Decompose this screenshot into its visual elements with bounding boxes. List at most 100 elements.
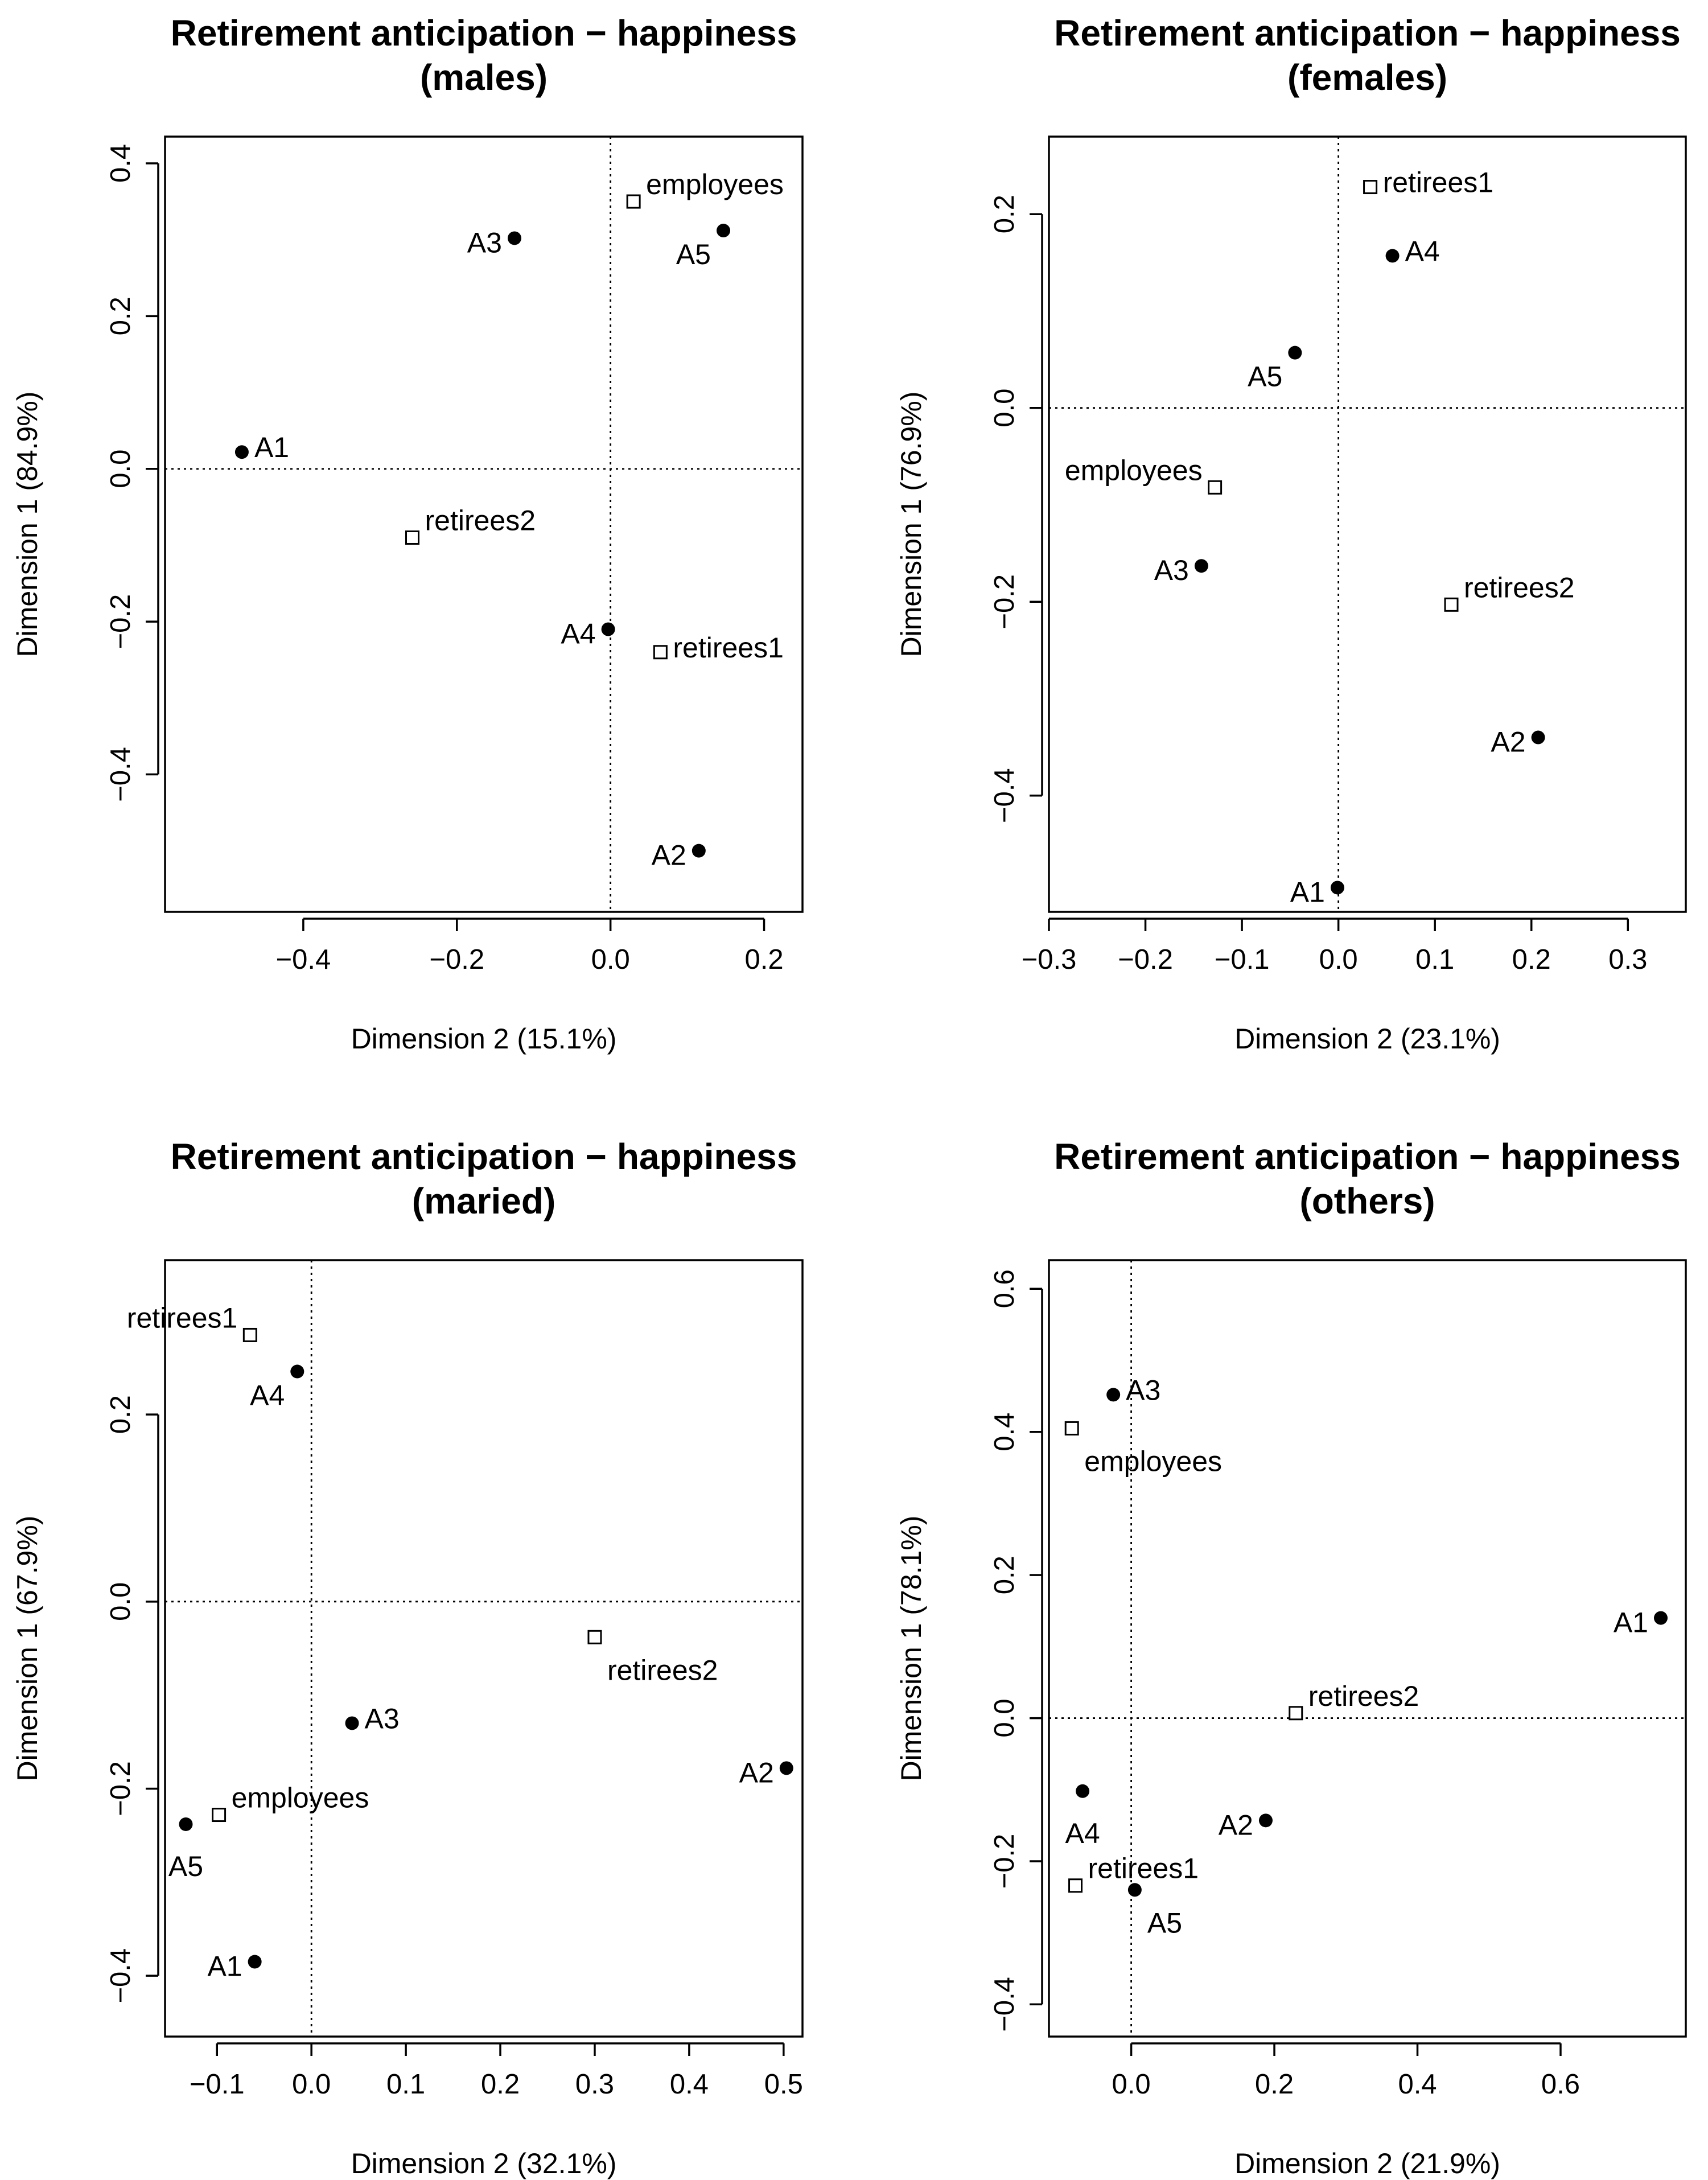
y-axis-label: Dimension 1 (78.1%) [895,1516,927,1782]
y-tick-label: −0.4 [989,1977,1020,2032]
point-a4 [1385,249,1400,263]
y-tick-label: −0.2 [105,594,136,649]
y-tick-label: −0.2 [105,1761,136,1816]
y-tick-label: 0.4 [105,144,136,183]
x-tick-label: −0.2 [429,944,484,975]
point-employees [1064,1421,1079,1435]
y-axis-label: Dimension 1 (76.9%) [895,392,927,657]
x-tick-label: 0.0 [1112,2069,1151,2100]
point-label-employees: employees [646,168,784,200]
x-tick-label: 0.0 [591,944,630,975]
x-axis-label: Dimension 2 (15.1%) [351,1023,617,1055]
point-a4 [601,622,615,636]
y-axis-label: Dimension 1 (84.9%) [11,392,43,657]
point-label-a1: A1 [254,431,289,463]
x-tick-label: 0.3 [575,2069,614,2100]
point-retirees1 [653,645,668,660]
point-label-a2: A2 [739,1757,774,1788]
y-tick-label: −0.4 [105,747,136,802]
point-a4 [1076,1784,1090,1798]
point-label-a1: A1 [207,1951,242,1982]
point-employees [626,194,641,209]
x-tick-label: 0.2 [744,944,783,975]
point-retirees2 [587,1630,602,1644]
x-axis-label: Dimension 2 (23.1%) [1234,1023,1500,1055]
y-tick-label: −0.2 [989,1834,1020,1889]
chart-subtitle: (others) [1299,1181,1435,1221]
chart-title: Retirement anticipation − happiness [1054,1136,1681,1177]
chart-panel-3: Retirement anticipation − happiness(mari… [11,1136,804,2179]
x-tick-label: −0.4 [276,944,331,975]
y-tick-label: 0.0 [989,389,1020,427]
chart-subtitle: (maried) [412,1181,556,1221]
x-tick-label: 0.0 [1319,944,1358,975]
point-label-retirees1: retirees1 [673,632,784,664]
point-label-a3: A3 [1154,554,1189,586]
point-label-retirees2: retirees2 [607,1654,718,1686]
x-tick-label: 0.4 [670,2069,709,2100]
x-tick-label: 0.1 [1415,944,1454,975]
point-retirees2 [405,530,420,545]
x-tick-label: 0.2 [1512,944,1551,975]
y-axis-label: Dimension 1 (67.9%) [11,1516,43,1782]
point-label-employees: employees [232,1782,369,1814]
chart-panel-4: Retirement anticipation − happiness(othe… [895,1136,1687,2179]
point-employees [1208,480,1223,495]
point-a1 [248,1955,262,1969]
point-a2 [779,1761,793,1775]
point-label-a1: A1 [1614,1607,1648,1639]
plot-frame [1048,135,1687,913]
point-a2 [692,844,706,858]
point-a3 [1106,1388,1121,1402]
x-tick-label: 0.2 [481,2069,520,2100]
point-a5 [1288,345,1302,360]
point-label-a4: A4 [250,1380,285,1412]
point-label-retirees2: retirees2 [1308,1680,1419,1712]
point-a3 [1194,559,1208,573]
y-tick-label: −0.4 [105,1948,136,2004]
point-a1 [1330,881,1344,895]
plot-frame [1048,1259,1687,2038]
y-tick-label: 0.2 [105,1395,136,1434]
y-tick-label: −0.2 [989,574,1020,630]
point-label-retirees2: retirees2 [425,504,536,536]
x-tick-label: 0.0 [292,2069,331,2100]
chart-title: Retirement anticipation − happiness [171,1136,797,1177]
point-label-a4: A4 [1065,1817,1100,1849]
point-label-a5: A5 [1248,361,1282,393]
y-tick-label: 0.0 [989,1699,1020,1738]
x-axis-label: Dimension 2 (32.1%) [351,2148,617,2179]
point-a2 [1258,1813,1273,1828]
point-a4 [290,1364,304,1379]
point-label-retirees1: retirees1 [1383,167,1494,199]
point-label-a2: A2 [1219,1809,1253,1841]
point-a5 [179,1817,193,1831]
chart-title: Retirement anticipation − happiness [1054,13,1681,54]
point-a5 [1127,1883,1142,1897]
x-tick-label: 0.2 [1255,2069,1294,2100]
x-axis-label: Dimension 2 (21.9%) [1234,2148,1500,2179]
y-tick-label: 0.0 [105,450,136,488]
chart-panel-2: Retirement anticipation − happiness(fema… [895,13,1687,1055]
point-label-a3: A3 [467,227,502,258]
y-tick-label: 0.0 [105,1582,136,1621]
x-tick-label: −0.1 [1215,944,1270,975]
point-retirees1 [1068,1878,1083,1893]
point-label-a5: A5 [168,1850,203,1882]
point-label-a3: A3 [1126,1374,1160,1406]
chart-panel-1: Retirement anticipation − happiness(male… [11,13,804,1055]
point-a3 [345,1716,359,1730]
point-label-a2: A2 [1491,726,1525,758]
point-a5 [717,224,731,238]
point-a2 [1531,730,1545,745]
x-tick-label: 0.4 [1398,2069,1437,2100]
plot-frame [164,1259,804,2038]
point-label-a4: A4 [561,618,595,650]
point-retirees2 [1444,597,1459,612]
chart-subtitle: (males) [420,57,548,98]
point-label-a4: A4 [1405,235,1440,267]
point-a3 [507,231,521,245]
y-tick-label: 0.6 [989,1269,1020,1308]
y-tick-label: 0.2 [989,1556,1020,1594]
